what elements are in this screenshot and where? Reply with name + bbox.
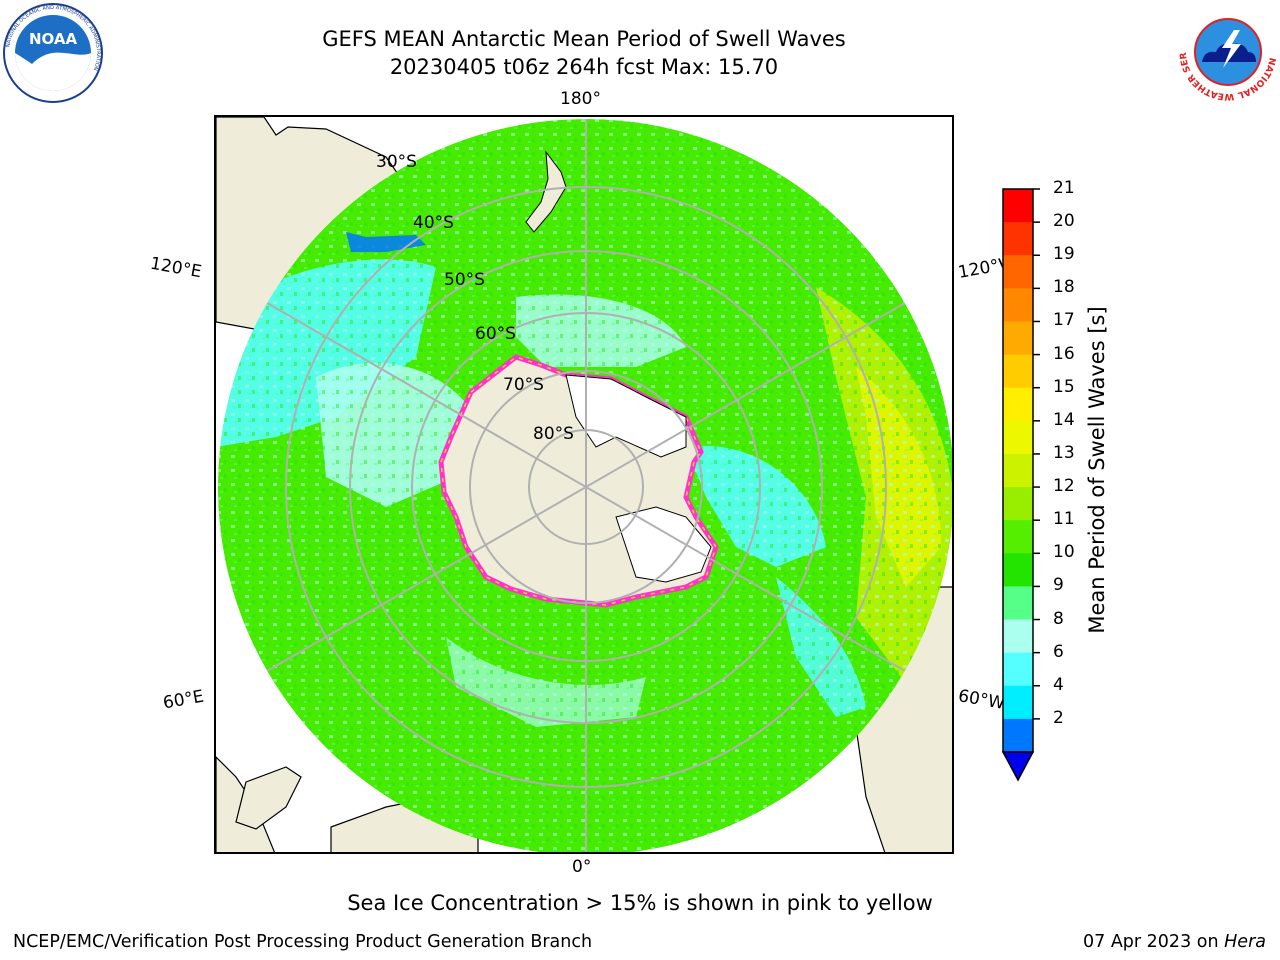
colorbar-bin [1003, 652, 1033, 687]
ronne-ice-shelf [615, 506, 712, 583]
colorbar-tick-label: 9 [1053, 575, 1064, 596]
lat-label-30s: 30°S [376, 152, 417, 172]
date-text: 07 Apr 2023 on Hera [1083, 932, 1266, 952]
colorbar-bin [1003, 619, 1033, 654]
colorbar-tick-label: 12 [1053, 476, 1075, 497]
colorbar-bin [1003, 453, 1033, 488]
lon-label-0: 0° [572, 857, 592, 877]
chart-title: GEFS MEAN Antarctic Mean Period of Swell… [322, 27, 846, 51]
colorbar-bin [1003, 553, 1033, 587]
colorbar-tick-label: 16 [1053, 343, 1075, 364]
host-name: Hera [1224, 932, 1266, 952]
colorbar-tick-label: 8 [1053, 608, 1064, 629]
lon-label-60w: 60°W [956, 686, 1007, 714]
colorbar-tick-label: 6 [1053, 641, 1064, 662]
graticule [218, 119, 952, 852]
colorbar-bin [1003, 354, 1033, 389]
colorbar-bin [1003, 487, 1033, 521]
colorbar [1001, 188, 1040, 782]
chart-subtitle: 20230405 t06z 264h fcst Max: 15.70 [389, 55, 779, 79]
nws-logo: NATIONAL WEATHER SERVICE [1178, 2, 1277, 101]
noaa-logo: NATIONAL OCEANIC AND ATMOSPHERIC ADMINIS… [3, 3, 103, 103]
noaa-logo-text: NOAA [29, 30, 78, 48]
colorbar-tick-label: 10 [1053, 542, 1075, 563]
colorbar-tick-label: 18 [1053, 277, 1075, 298]
colorbar-tick-label: 13 [1053, 442, 1075, 463]
sea-ice-note: Sea Ice Concentration > 15% is shown in … [347, 891, 933, 915]
colorbar-bin [1003, 685, 1033, 720]
colorbar-bin [1003, 288, 1033, 322]
polar-map [214, 115, 954, 854]
lon-label-120e: 120°E [148, 253, 204, 283]
lat-label-80s: 80°S [533, 424, 574, 444]
colorbar-bin [1003, 520, 1033, 554]
lon-label-180: 180° [560, 89, 601, 109]
new-zealand-land [525, 150, 567, 233]
map-canvas [216, 117, 952, 852]
colorbar-bin [1003, 387, 1033, 422]
colorbar-tick-label: 21 [1053, 178, 1075, 198]
lat-label-50s: 50°S [444, 270, 485, 290]
colorbar-tick-label: 4 [1053, 674, 1064, 695]
lat-label-70s: 70°S [503, 375, 544, 395]
colorbar-bin [1003, 222, 1033, 256]
colorbar-tick-label: 17 [1053, 310, 1075, 331]
colorbar-tick-label: 11 [1053, 509, 1075, 530]
swell-period-field [218, 119, 952, 852]
credit-text: NCEP/EMC/Verification Post Processing Pr… [13, 932, 593, 952]
colorbar-bin [1003, 718, 1033, 753]
colorbar-label: Mean Period of Swell Waves [s] [1085, 306, 1109, 634]
colorbar-tick-label: 2 [1053, 707, 1064, 728]
colorbar-extend-arrow [1001, 751, 1035, 782]
lon-label-60e: 60°E [161, 686, 206, 714]
colorbar-tick-label: 15 [1053, 376, 1075, 397]
colorbar-tick-label: 20 [1053, 211, 1075, 232]
lat-label-60s: 60°S [475, 324, 516, 344]
colorbar-bin [1003, 255, 1033, 289]
colorbar-bin [1003, 586, 1033, 621]
colorbar-bin [1003, 321, 1033, 356]
colorbar-bin [1003, 189, 1033, 223]
colorbar-tick-label: 19 [1053, 244, 1075, 265]
madagascar-land [235, 766, 302, 830]
colorbar-tick-label: 14 [1053, 409, 1075, 430]
lat-label-40s: 40°S [413, 213, 454, 233]
colorbar-bin [1003, 420, 1033, 455]
